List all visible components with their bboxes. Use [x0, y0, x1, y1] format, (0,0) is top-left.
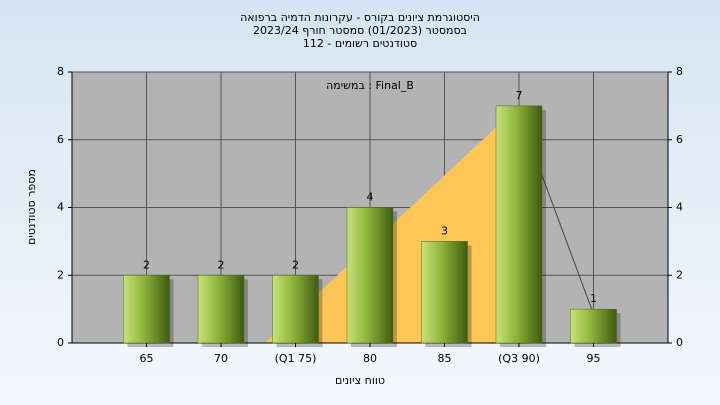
y-tick-label: 4	[57, 201, 64, 214]
decoration-area	[265, 105, 540, 343]
y-tick-label: 2	[57, 268, 64, 281]
bar	[421, 241, 468, 344]
value-label: 4	[367, 191, 374, 204]
y-tick-label: 8	[57, 65, 64, 78]
x-axis-label: טווח ציונים	[335, 374, 385, 387]
chart-subtitle: סטודנטים רשומים - 112	[303, 37, 417, 50]
y2-tick-label: 6	[676, 133, 683, 146]
x-tick-label: 80	[363, 352, 377, 365]
x-tick-label: (Q1 75)	[275, 352, 317, 365]
chart-subtitle: בסמסטר (01/2023) סמסטר חורף 2023/24	[253, 24, 467, 37]
value-label: 7	[516, 89, 523, 102]
value-label: 2	[292, 258, 299, 271]
x-tick-label: 65	[140, 352, 154, 365]
bar	[570, 308, 617, 344]
y2-tick-label: 0	[676, 336, 683, 349]
decoration-line	[539, 169, 593, 311]
x-tick-label: (Q3 90)	[498, 352, 540, 365]
bar	[272, 275, 319, 344]
x-tick-label: 95	[587, 352, 601, 365]
value-label: 2	[218, 258, 225, 271]
y-tick-label: 6	[57, 133, 64, 146]
bar	[346, 207, 394, 344]
x-tick-label: 85	[438, 352, 452, 365]
x-tick-label: 70	[214, 352, 228, 365]
value-label: 1	[590, 292, 597, 305]
value-label: 3	[441, 224, 448, 237]
annotation: במשימה : Final_B	[326, 79, 414, 92]
y-axis-label: מספר סטודנטים	[25, 169, 38, 245]
bar	[495, 105, 543, 344]
y-tick-label: 0	[57, 336, 64, 349]
chart-title: היסטוגרמת ציונים בקורס - עקרונות הדמיה ב…	[240, 11, 480, 24]
bar	[197, 275, 245, 344]
y2-tick-label: 4	[676, 201, 683, 214]
value-label: 2	[143, 258, 150, 271]
bar	[123, 275, 170, 344]
y2-tick-label: 8	[676, 65, 683, 78]
y2-tick-label: 2	[676, 268, 683, 281]
